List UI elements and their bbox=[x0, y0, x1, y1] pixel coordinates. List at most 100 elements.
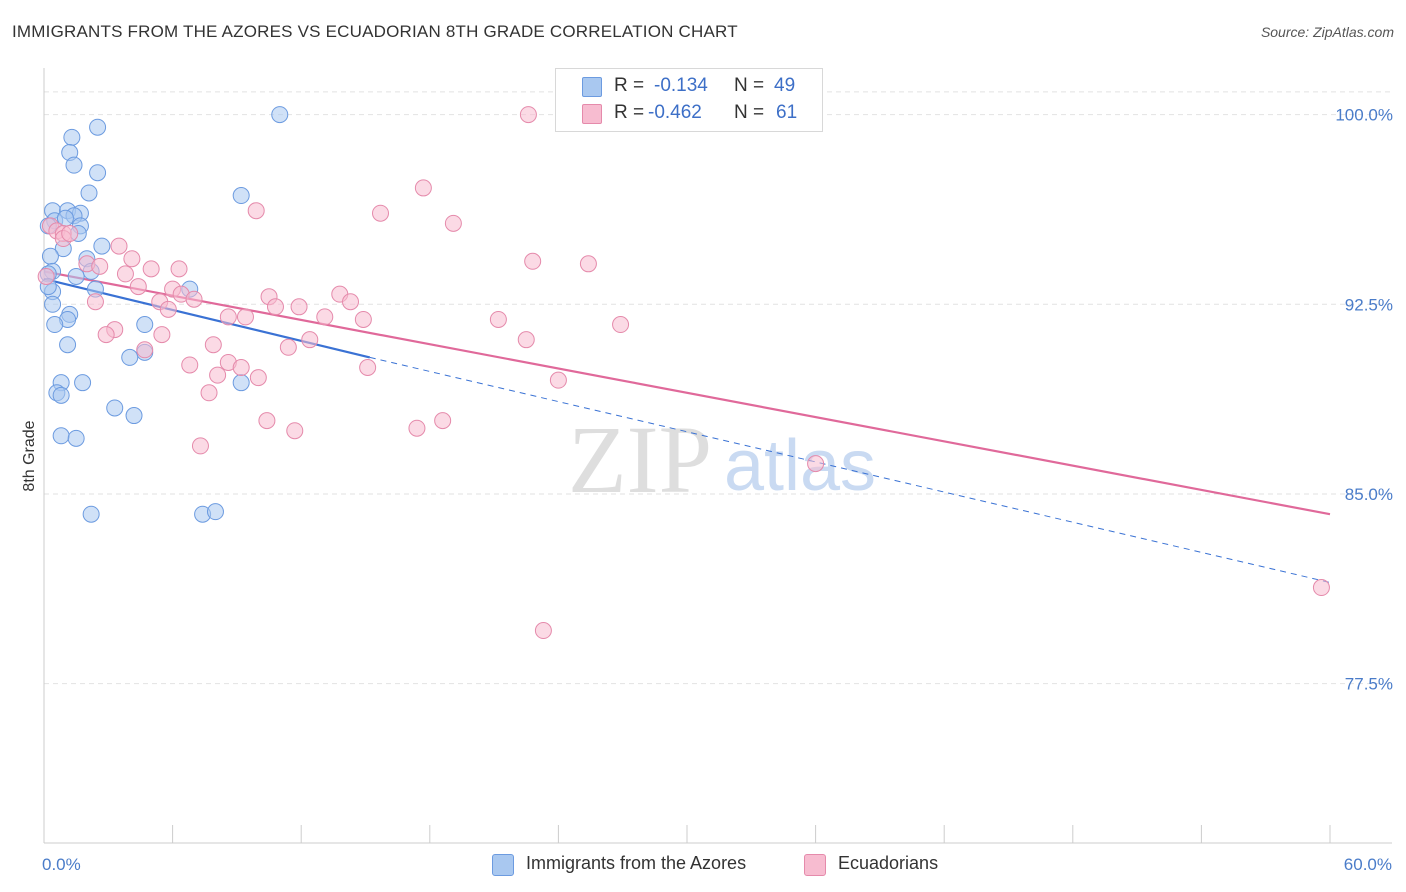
ecuadorian-point bbox=[534, 622, 552, 640]
ecuadorian-point bbox=[1312, 579, 1330, 597]
ecuadorian-point bbox=[191, 437, 209, 455]
ecuadorian-point bbox=[444, 214, 462, 232]
ecuadorian-point bbox=[354, 310, 372, 328]
correlation-legend: R = -0.134 N = 49 R = -0.462 N = 61 bbox=[555, 68, 823, 132]
azores-point bbox=[46, 316, 64, 334]
azores-point bbox=[125, 407, 143, 425]
ecuadorian-point bbox=[37, 267, 55, 285]
ecuadorian-point bbox=[136, 341, 154, 359]
ecuadorian-point bbox=[434, 412, 452, 430]
ecuadorian-point bbox=[219, 308, 237, 326]
ecuadorian-point bbox=[129, 278, 147, 296]
ecuadorian-point bbox=[524, 252, 542, 270]
azores-point bbox=[89, 118, 107, 136]
azores-point bbox=[232, 374, 250, 392]
ecuadorian-point bbox=[116, 265, 134, 283]
ecuadorian-point bbox=[209, 366, 227, 384]
azores-point bbox=[41, 247, 59, 265]
ecuadorian-point bbox=[579, 255, 597, 273]
ecuadorian-point bbox=[204, 336, 222, 354]
ecuadorian-point bbox=[414, 179, 432, 197]
ecuadorian-point bbox=[247, 202, 265, 220]
legend-row-azores: R = -0.134 N = 49 bbox=[556, 74, 822, 100]
watermark-zip: ZIP bbox=[568, 406, 712, 513]
azores-point bbox=[93, 237, 111, 255]
ecuadorian-point bbox=[612, 316, 630, 334]
azores-point bbox=[52, 386, 70, 404]
watermark-atlas: atlas bbox=[724, 426, 876, 506]
ecuadorian-point bbox=[61, 224, 79, 242]
ecuadorian-point bbox=[97, 326, 115, 344]
ecuadorian-point bbox=[86, 293, 104, 311]
legend-r-label: R = bbox=[614, 102, 645, 123]
axes bbox=[43, 68, 1392, 844]
ecuadorian-point bbox=[258, 412, 276, 430]
ecuadorian-point bbox=[236, 308, 254, 326]
ecuadorian-point bbox=[341, 293, 359, 311]
ecuadorian-point bbox=[286, 422, 304, 440]
ecuadorian-point bbox=[110, 237, 128, 255]
ecuadorian-point bbox=[279, 338, 297, 356]
ecuadorian-trend-line bbox=[43, 270, 1331, 516]
legend-swatch-ecuadorians bbox=[582, 104, 602, 124]
ecuadorian-point bbox=[170, 260, 188, 278]
azores-point bbox=[271, 106, 289, 124]
series-label-ecuadorians: Ecuadorians bbox=[838, 853, 939, 873]
ecuadorian-point bbox=[91, 257, 109, 275]
legend-r-label: R = bbox=[614, 75, 645, 96]
ecuadorian-point bbox=[142, 260, 160, 278]
ecuadorian-point bbox=[185, 290, 203, 308]
ecuadorian-point bbox=[489, 310, 507, 328]
legend-n-value: 49 bbox=[774, 75, 796, 96]
ecuadorian-point bbox=[316, 308, 334, 326]
series-swatch-ecuadorians bbox=[804, 854, 826, 876]
tick-labels: 100.0% 92.5% 85.0% 77.5% 0.0% 60.0% bbox=[42, 106, 1393, 874]
ecuadorian-point bbox=[249, 369, 267, 387]
y-axis-title: 8th Grade bbox=[21, 420, 38, 491]
legend-swatch-azores bbox=[582, 77, 602, 97]
ecuadorian-point bbox=[519, 106, 537, 124]
azores-point bbox=[206, 503, 224, 521]
azores-point bbox=[67, 429, 85, 447]
azores-point bbox=[232, 187, 250, 205]
series-label-azores: Immigrants from the Azores bbox=[526, 853, 747, 873]
y-tick-label: 92.5% bbox=[1345, 295, 1393, 314]
ecuadorian-point bbox=[807, 455, 825, 473]
ecuadorian-point bbox=[200, 384, 218, 402]
ecuadorian-point bbox=[123, 250, 141, 268]
legend-r-value: -0.134 bbox=[654, 75, 708, 96]
series-swatch-azores bbox=[492, 854, 514, 876]
legend-n-label: N = bbox=[734, 102, 765, 123]
ecuadorian-point bbox=[181, 356, 199, 374]
legend-r-value: -0.462 bbox=[648, 102, 702, 123]
chart-title: IMMIGRANTS FROM THE AZORES VS ECUADORIAN… bbox=[12, 22, 738, 41]
ecuadorian-point bbox=[232, 359, 250, 377]
legend-n-value: 61 bbox=[776, 102, 798, 123]
azores-point bbox=[106, 399, 124, 417]
azores-point bbox=[65, 156, 83, 174]
ecuadorian-point bbox=[290, 298, 308, 316]
azores-point bbox=[59, 336, 77, 354]
azores-point bbox=[52, 427, 70, 445]
ecuadorian-point bbox=[408, 419, 426, 437]
legend-row-ecuadorians: R = -0.462 N = 61 bbox=[556, 101, 822, 127]
y-tick-label: 100.0% bbox=[1335, 106, 1393, 125]
azores-point bbox=[121, 348, 139, 366]
azores-point bbox=[74, 374, 92, 392]
azores-point bbox=[80, 184, 98, 202]
ecuadorian-point bbox=[266, 298, 284, 316]
x-tick-label: 60.0% bbox=[1344, 855, 1392, 874]
x-tick-label: 0.0% bbox=[42, 855, 81, 874]
azores-point bbox=[67, 267, 85, 285]
legend-n-label: N = bbox=[734, 75, 765, 96]
ecuadorian-point bbox=[301, 331, 319, 349]
ecuadorian-point bbox=[159, 300, 177, 318]
ecuadorian-point bbox=[359, 359, 377, 377]
azores-point bbox=[82, 505, 100, 523]
azores-point bbox=[89, 164, 107, 182]
azores-point bbox=[63, 128, 81, 146]
y-tick-label: 85.0% bbox=[1345, 485, 1393, 504]
ecuadorian-point bbox=[517, 331, 535, 349]
ecuadorian-point bbox=[153, 326, 171, 344]
